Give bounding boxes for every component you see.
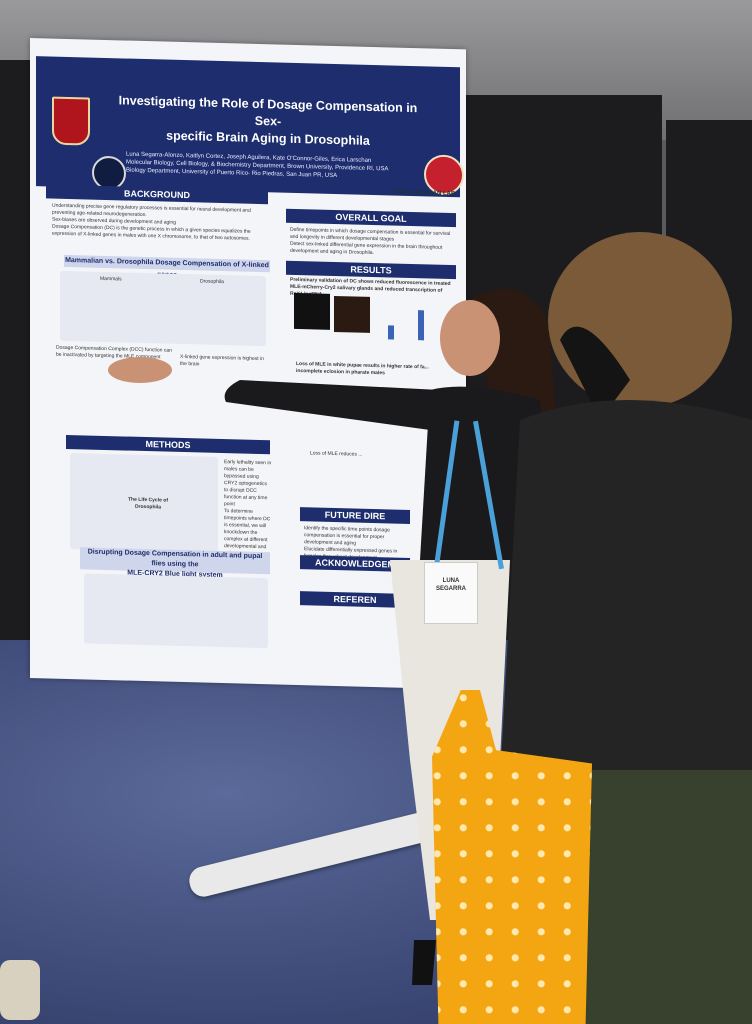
badge-first-name: LUNA bbox=[442, 578, 460, 584]
name-badge: LUNA SEGARRA bbox=[424, 562, 478, 624]
presenter-hand bbox=[108, 357, 172, 383]
visitor-face-mask bbox=[560, 326, 630, 420]
visitor-curly-hair bbox=[548, 232, 732, 408]
presenter-face bbox=[440, 300, 500, 376]
presenter-shoe bbox=[412, 940, 436, 985]
badge-last-name: SEGARRA bbox=[435, 586, 466, 592]
visitor-jacket bbox=[500, 400, 752, 780]
floor-item-corner bbox=[0, 960, 40, 1020]
presenter-arm bbox=[224, 380, 440, 430]
floor-object bbox=[0, 960, 40, 1020]
